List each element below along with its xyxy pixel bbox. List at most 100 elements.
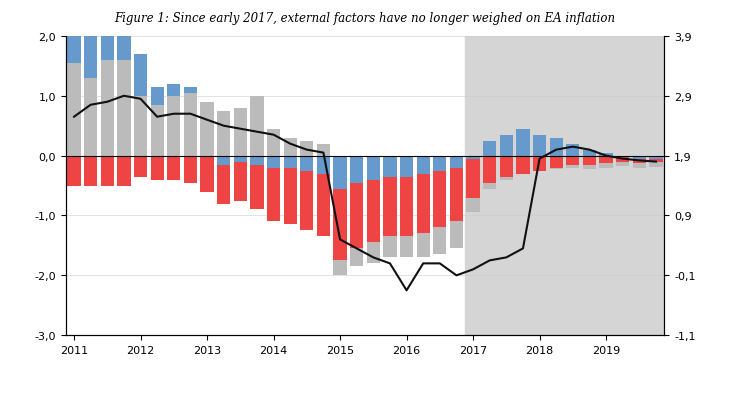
Bar	[450, 222, 463, 249]
Bar	[317, 156, 330, 174]
Bar	[234, 156, 247, 162]
Bar	[300, 171, 313, 231]
Bar	[566, 144, 580, 156]
Bar	[400, 156, 413, 177]
Bar	[633, 164, 646, 169]
Bar	[417, 234, 430, 258]
Bar	[283, 156, 297, 168]
Bar	[366, 243, 380, 264]
Bar	[483, 156, 496, 183]
Legend: Inflation (rhs), Contribution of import prices (lhs), Contribution of the output: Inflation (rhs), Contribution of import …	[239, 407, 477, 409]
Bar	[118, 156, 131, 186]
Bar	[633, 156, 646, 159]
Bar	[550, 156, 563, 168]
Bar	[516, 129, 530, 156]
Bar	[583, 156, 596, 165]
Bar	[383, 156, 396, 177]
Bar	[616, 156, 629, 162]
Text: Figure 1: Since early 2017, external factors have no longer weighed on EA inflat: Figure 1: Since early 2017, external fac…	[115, 12, 615, 25]
Bar	[283, 168, 297, 225]
Bar	[350, 249, 364, 267]
Bar	[101, 0, 114, 61]
Bar	[150, 156, 164, 180]
Bar	[383, 177, 396, 237]
Bar	[84, 0, 97, 79]
Bar	[616, 162, 629, 167]
Bar	[350, 156, 364, 183]
Bar	[67, 156, 81, 186]
Bar	[599, 164, 612, 168]
Bar	[267, 168, 280, 222]
Bar	[84, 156, 97, 186]
Bar	[300, 156, 313, 171]
Bar	[417, 174, 430, 234]
Bar	[466, 156, 480, 159]
Bar	[84, 79, 97, 156]
Bar	[217, 111, 231, 156]
Bar	[283, 138, 297, 156]
Bar	[267, 156, 280, 168]
Bar	[118, 61, 131, 156]
Bar	[67, 64, 81, 156]
Bar	[101, 156, 114, 186]
Bar	[400, 177, 413, 237]
Bar	[184, 88, 197, 94]
Bar	[234, 162, 247, 201]
Bar	[167, 85, 180, 97]
Bar	[217, 156, 231, 165]
Bar	[599, 156, 612, 164]
Bar	[350, 183, 364, 249]
Bar	[483, 141, 496, 156]
Bar	[134, 156, 147, 177]
Bar	[134, 55, 147, 97]
Bar	[317, 174, 330, 237]
Bar	[250, 156, 264, 165]
Bar	[483, 183, 496, 189]
Bar	[234, 108, 247, 156]
Bar	[450, 156, 463, 168]
Bar	[317, 144, 330, 156]
Bar	[267, 129, 280, 156]
Bar	[167, 97, 180, 156]
Bar	[67, 0, 81, 64]
Bar	[633, 159, 646, 164]
Bar	[650, 163, 663, 168]
Bar	[334, 261, 347, 276]
Bar	[250, 165, 264, 210]
Bar	[400, 237, 413, 258]
Bar	[499, 156, 513, 177]
Bar	[200, 156, 214, 192]
Bar	[200, 103, 214, 156]
Bar	[366, 156, 380, 180]
Bar	[450, 168, 463, 222]
Bar	[533, 135, 546, 156]
Bar	[599, 153, 612, 156]
Bar	[184, 156, 197, 183]
Bar	[334, 156, 347, 189]
Bar	[650, 159, 663, 163]
Bar	[433, 228, 447, 255]
Bar	[583, 165, 596, 169]
Bar	[134, 97, 147, 156]
Bar	[300, 141, 313, 156]
Bar	[583, 150, 596, 156]
Bar	[466, 159, 480, 198]
Bar	[566, 165, 580, 168]
Bar	[466, 198, 480, 213]
Bar	[433, 156, 447, 171]
Bar	[499, 135, 513, 156]
Bar	[516, 156, 530, 174]
Bar	[250, 97, 264, 156]
Bar	[550, 168, 563, 169]
Bar	[533, 156, 546, 171]
Bar	[217, 165, 231, 204]
Bar	[118, 0, 131, 61]
Bar	[150, 106, 164, 156]
Bar	[101, 61, 114, 156]
Bar	[417, 156, 430, 174]
Bar	[150, 88, 164, 106]
Bar	[650, 156, 663, 159]
Bar	[550, 138, 563, 156]
Bar	[334, 189, 347, 261]
Bar	[383, 237, 396, 258]
